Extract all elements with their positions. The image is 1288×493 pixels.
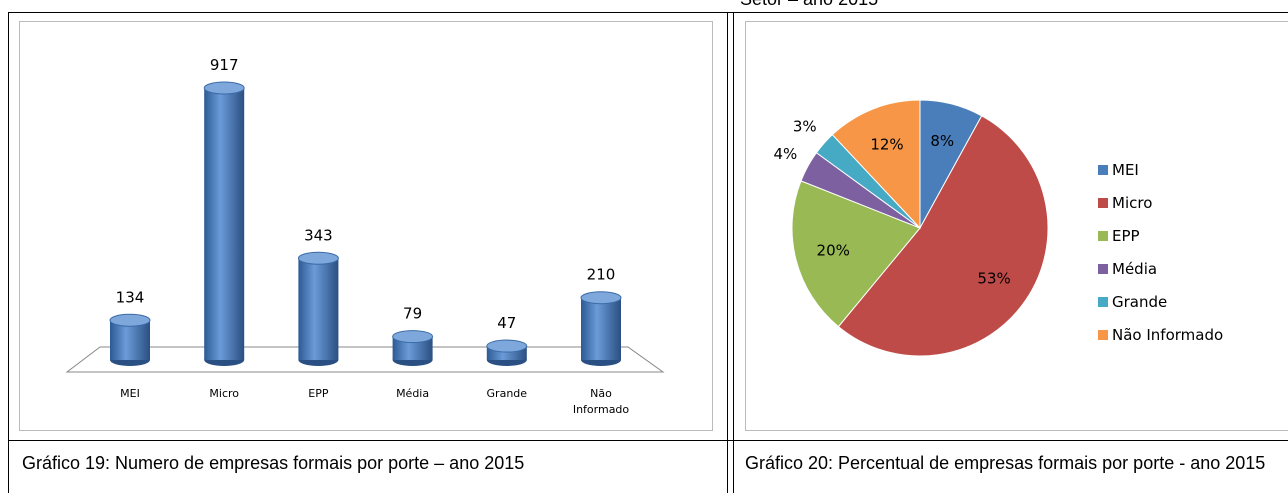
x-tick-label: MEI	[120, 387, 140, 400]
label-line: Informado	[573, 403, 630, 416]
data-label: 134	[116, 288, 145, 306]
chart-frame	[745, 21, 1288, 431]
bar-top	[392, 330, 434, 344]
table-border	[8, 12, 9, 493]
header-text: Setor – ano 2015	[740, 0, 878, 10]
data-label: 210	[587, 266, 616, 284]
bar-top	[486, 339, 528, 353]
table-border	[727, 12, 728, 493]
bar	[392, 336, 433, 360]
table-border	[8, 440, 1288, 441]
pie-slice	[791, 180, 921, 328]
data-label: 917	[210, 56, 239, 74]
table-border	[733, 12, 734, 493]
legend-swatch	[1098, 297, 1108, 307]
legend-label: Não Informado	[1112, 326, 1223, 344]
data-label: 53%	[977, 269, 1010, 287]
legend-label: Média	[1112, 260, 1157, 278]
table-border	[8, 12, 1288, 13]
x-tick-label: Média	[396, 387, 429, 400]
legend-swatch	[1098, 231, 1108, 241]
legend-swatch	[1098, 264, 1108, 274]
label-line: Não	[590, 387, 612, 400]
bar	[581, 297, 621, 360]
data-label: 4%	[774, 145, 798, 163]
pie-slice	[837, 115, 1049, 357]
bar-top	[580, 291, 622, 305]
bar	[110, 320, 150, 360]
floor	[65, 346, 665, 373]
data-label: 20%	[817, 241, 850, 259]
bar	[204, 88, 245, 360]
x-tick-label: Grande	[487, 387, 528, 400]
pie-slice	[831, 99, 921, 230]
legend-swatch	[1098, 330, 1108, 340]
x-tick-label: EPP	[308, 387, 329, 400]
legend-label: EPP	[1112, 227, 1140, 245]
legend-label: Grande	[1112, 293, 1167, 311]
data-label: 12%	[870, 136, 903, 154]
data-label: 3%	[793, 117, 817, 135]
legend-swatch	[1098, 198, 1108, 208]
caption: Gráfico 19: Numero de empresas formais p…	[22, 453, 525, 473]
bar-top	[203, 81, 245, 95]
data-label: 343	[304, 226, 333, 244]
legend-label: MEI	[1112, 161, 1139, 179]
data-label: 79	[403, 305, 422, 323]
bar-top	[109, 313, 151, 327]
data-label: 8%	[930, 132, 954, 150]
bar	[298, 258, 339, 360]
chart-frame	[19, 21, 713, 431]
caption: Gráfico 20: Percentual de empresas forma…	[745, 453, 1266, 473]
legend-label: Micro	[1112, 194, 1152, 212]
data-label: 47	[497, 314, 516, 332]
x-tick-label: Micro	[209, 387, 239, 400]
legend-swatch	[1098, 165, 1108, 175]
bar-top	[297, 251, 339, 265]
x-tick-label: Não Informado	[573, 387, 630, 416]
